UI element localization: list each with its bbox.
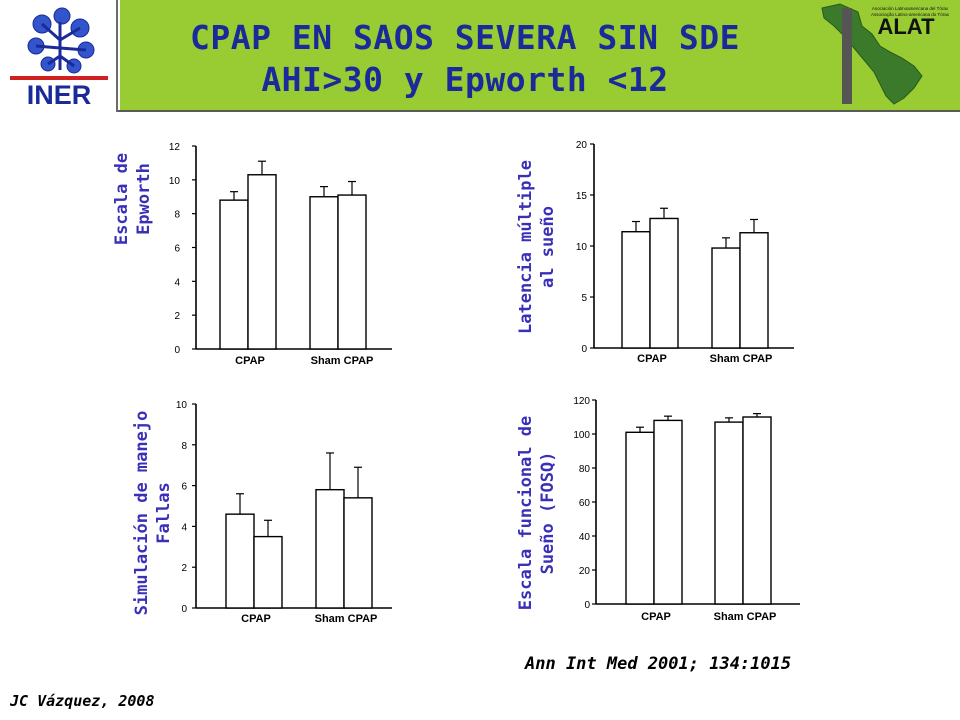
iner-logo: INER (0, 0, 118, 112)
chart-1-ytick-label: 6 (174, 244, 180, 255)
chart-3-ylabel: Simulación de manejo Fallas (132, 410, 174, 616)
chart-1-ylabel: Escala de Epworth (112, 152, 154, 246)
chart-1-category-label: CPAP (235, 355, 265, 367)
chart-1-ytick-label: 4 (174, 277, 180, 288)
citation: Ann Int Med 2001; 134:1015 (525, 654, 792, 674)
chart-2-bar (621, 231, 651, 349)
chart-3-ytick-label: 0 (181, 604, 187, 615)
chart-4-ytick-label: 20 (579, 566, 591, 577)
chart-3-bar (253, 535, 283, 609)
chart-2-ytick-label: 5 (581, 293, 587, 304)
iner-logo-graphic: INER (10, 7, 108, 110)
chart-3-ytick-label: 8 (181, 441, 187, 452)
chart-1-ytick-label: 2 (174, 311, 180, 322)
chart-2-ytick-label: 10 (576, 242, 588, 253)
chart-4-ytick-label: 80 (579, 464, 591, 475)
chart-1-ytick-label: 8 (174, 210, 180, 221)
chart-3-bar (315, 488, 345, 609)
chart-3-bar (225, 513, 255, 609)
chart-1-ytick-label: 12 (169, 142, 181, 153)
chart-4-ytick-label: 60 (579, 498, 591, 509)
slide-title-line-1: CPAP EN SAOS SEVERA SIN SDE (190, 18, 740, 57)
chart-3-ytick-label: 2 (181, 563, 187, 574)
alat-logo-text: ALAT (877, 14, 935, 39)
chart-2-bar (739, 232, 769, 349)
chart-4-category-label: Sham CPAP (714, 611, 777, 623)
chart-2-ytick-label: 15 (576, 191, 588, 202)
chart-4-bar (653, 419, 683, 605)
chart-3-bar (343, 497, 373, 609)
chart-2-category-label: Sham CPAP (710, 353, 773, 365)
chart-4-ylabel: Escala funcional de Sueño (FOSQ) (516, 415, 558, 611)
chart-2-ylabel: Latencia múltiple al sueño (516, 160, 558, 334)
chart-1-bar (309, 196, 339, 350)
chart-4-ytick-label: 40 (579, 532, 591, 543)
header-bar: INER CPAP EN SAOS SEVERA SIN SDE AHI>30 … (0, 0, 960, 112)
chart-1-bar (247, 174, 277, 350)
title-band (120, 0, 840, 110)
chart-4-ytick-label: 0 (584, 600, 590, 611)
chart-3-category-label: CPAP (241, 613, 271, 625)
alat-logo: ALAT Asociación Latinoamericana del Tóra… (810, 0, 960, 110)
chart-3-ytick-label: 6 (181, 482, 187, 493)
chart-4-bar (714, 421, 744, 605)
alat-logo-small-line-1: Asociación Latinoamericana del Tórax (872, 6, 949, 11)
chart-1-bar (219, 199, 249, 350)
chart-2-ytick-label: 0 (581, 344, 587, 355)
chart-1-category-label: Sham CPAP (311, 355, 374, 367)
chart-3-category-label: Sham CPAP (315, 613, 378, 625)
alat-logo-graphic: ALAT Asociación Latinoamericana del Tóra… (821, 3, 950, 105)
chart-2-bar (649, 217, 679, 349)
chart-2-bar (711, 247, 741, 349)
chart-4-bar (742, 416, 772, 605)
chart-1-ytick-label: 0 (174, 345, 180, 356)
chart-2-category-label: CPAP (637, 353, 667, 365)
chart-4-bar (625, 431, 655, 605)
slide-title-line-2: AHI>30 y Epworth <12 (261, 60, 669, 99)
chart-3-ytick-label: 4 (181, 522, 187, 533)
iner-logo-text: INER (27, 80, 92, 110)
chart-4-ytick-label: 100 (573, 430, 590, 441)
chart-2-ytick-label: 20 (576, 140, 588, 151)
author-credit: JC Vázquez, 2008 (10, 692, 155, 710)
chart-4-ytick-label: 120 (573, 396, 590, 407)
chart-1-ytick-label: 10 (169, 176, 181, 187)
chart-3-ytick-label: 10 (176, 400, 188, 411)
alat-logo-small-line-2: Associação Latino-americana do Tórax (871, 12, 950, 17)
chart-4-category-label: CPAP (641, 611, 671, 623)
chart-1-bar (337, 194, 367, 350)
